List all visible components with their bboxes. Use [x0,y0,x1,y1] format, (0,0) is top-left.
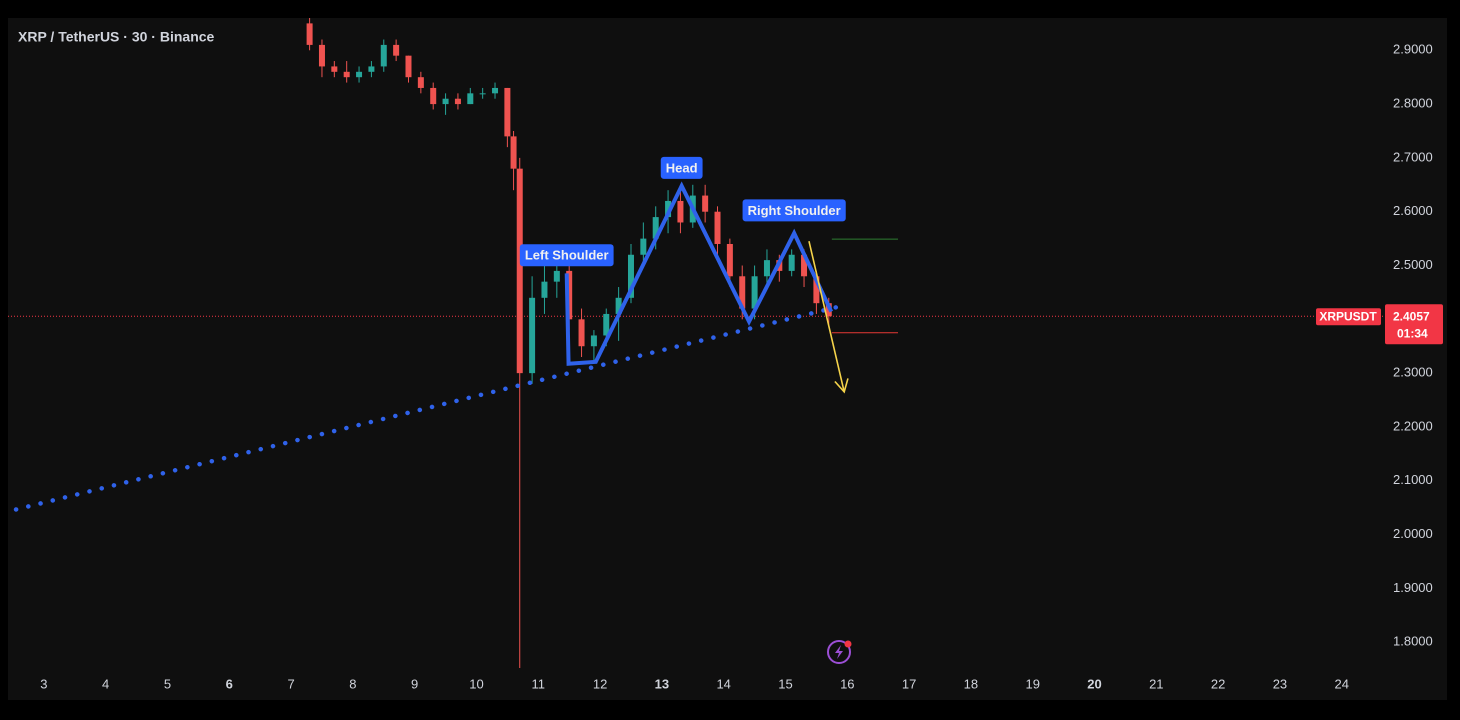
x-tick-label: 22 [1211,676,1225,691]
x-tick-label: 8 [349,676,356,691]
candle-body [714,211,721,244]
x-tick-label: 9 [411,676,418,691]
candle-body [492,87,499,94]
chart-title: XRP / TetherUS · 30 · Binance [18,29,215,45]
chart-background [8,18,1447,700]
symbol-tag: XRPUSDT [1319,309,1377,323]
candle-body [430,87,437,105]
y-tick-label: 2.3000 [1393,365,1433,380]
pattern-line [564,181,834,366]
x-tick-label: 4 [102,676,109,691]
candle-body [467,93,474,105]
annotation-label: Right Shoulder [748,203,841,218]
candle-body [306,23,313,45]
y-tick-label: 2.8000 [1393,96,1433,111]
candle-body [566,270,573,320]
candle-body [615,297,622,314]
candle-body [702,195,709,212]
plot-area [8,18,1385,668]
candle-body [788,254,795,271]
candle-body [479,93,486,95]
x-tick-label: 20 [1087,676,1101,691]
candle-body [801,254,808,277]
candle-body [356,71,363,78]
candle-body [627,254,634,298]
x-tick-label: 7 [287,676,294,691]
x-tick-label: 17 [902,676,916,691]
candle-body [454,98,461,105]
candle-body [529,297,536,374]
overlay: Left Shoulder Head Right Shoulder [13,156,898,512]
candle-body [368,66,375,72]
annotation-box [660,156,703,179]
candle-body [417,77,424,88]
neckline [13,304,842,512]
y-tick-label: 1.9000 [1393,580,1433,595]
price-tag-bg [1385,304,1443,345]
candle-body [393,44,400,56]
candle-body [665,200,672,218]
candle-body [677,200,684,223]
candle-body [405,55,412,78]
candle-body [726,243,733,277]
candle-body [590,335,597,347]
arrow [808,241,845,393]
annotation-label: Head [666,160,698,175]
y-tick-label: 2.9000 [1393,42,1433,57]
candle-body [510,136,517,169]
candle-body [578,319,585,347]
symbol-tag-bg [1316,308,1381,326]
candle-body [751,276,758,309]
candle-body [343,71,350,78]
candle-body [739,276,746,309]
y-tick-label: 2.1000 [1393,472,1433,487]
candle-body [603,313,610,336]
candle-body [331,66,338,72]
y-tick-label: 2.7000 [1393,149,1433,164]
x-tick-label: 14 [716,676,730,691]
price-tag: 2.4057 [1393,309,1430,323]
candle-body [442,98,449,105]
annotation-box [519,244,614,267]
candle-body [318,44,325,67]
x-tick-label: 23 [1273,676,1287,691]
lightning-icon [827,640,852,664]
x-tick-label: 12 [593,676,607,691]
candle-body [652,217,659,239]
annotation-box [742,199,846,222]
x-tick-label: 21 [1149,676,1163,691]
x-tick-label: 16 [840,676,854,691]
x-tick-label: 18 [964,676,978,691]
x-tick-label: 24 [1335,676,1349,691]
candle-body [541,281,548,298]
y-tick-label: 2.0000 [1393,526,1433,541]
x-tick-label: 19 [1025,676,1039,691]
x-tick-label: 15 [778,676,792,691]
x-tick-label: 13 [655,676,669,691]
x-tick-label: 6 [226,676,233,691]
candle-body [640,238,647,255]
y-tick-label: 2.2000 [1393,418,1433,433]
candle-body [504,87,511,137]
candle-body [813,276,820,304]
arrow-head [834,378,849,394]
y-tick-label: 2.5000 [1393,257,1433,272]
x-tick-label: 11 [532,676,546,691]
candle-body [380,44,387,67]
x-tick-label: 10 [469,676,483,691]
countdown: 01:34 [1397,326,1428,340]
candle-body [763,260,770,277]
y-tick-label: 2.6000 [1393,203,1433,218]
annotation-label: Left Shoulder [525,248,609,263]
x-tick-label: 5 [164,676,171,691]
candle-body [553,270,560,282]
y-tick-label: 1.8000 [1393,634,1433,649]
candle-body [516,168,523,374]
x-tick-label: 3 [40,676,47,691]
